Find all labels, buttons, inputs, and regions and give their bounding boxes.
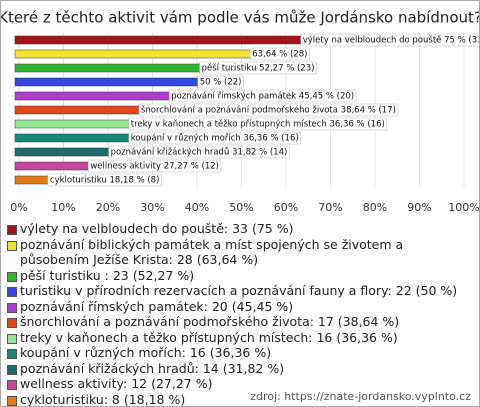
bar-label-box xyxy=(128,131,301,145)
bar-label-group: treky v kaňonech a těžko přístupných mís… xyxy=(128,117,388,131)
bar-label: 50 % (22) xyxy=(200,78,242,88)
chart-title: Které z těchto aktivit vám podle vás můž… xyxy=(1,9,479,27)
bar-label-group: pěší turistiku 52,27 % (23) xyxy=(199,61,317,75)
legend-item: poznávání křižáckých hradů: 14 (31,82 %) xyxy=(7,361,473,377)
x-tick-label: 30% xyxy=(140,201,164,214)
legend-item: wellness aktivity: 12 (27,27 %) xyxy=(7,376,473,392)
legend-label: šnorchlování a poznávání podmořského živ… xyxy=(20,314,400,329)
x-tick-label: 0% xyxy=(10,201,27,214)
bar-label-box xyxy=(300,33,479,47)
bar-label-box xyxy=(197,75,244,89)
legend-label: koupání v různých mořích: 16 (36,36 %) xyxy=(20,345,272,360)
legend-item: koupání v různých mořích: 16 (36,36 %) xyxy=(7,345,473,361)
legend-label: treky v kaňonech a těžko přístupných mís… xyxy=(20,329,398,345)
legend-label: wellness aktivity: 12 (27,27 %) xyxy=(20,376,213,391)
legend-label: poznávání křižáckých hradů: 14 (31,82 %) xyxy=(20,360,285,376)
legend-item: pěší turistiku : 23 (52,27 %) xyxy=(7,268,473,284)
legend-item: turistiku v přírodních rezervacích a poz… xyxy=(7,283,473,299)
bar-label-box xyxy=(108,145,290,159)
bar-label-group: šnorchlování a poznávání podmořského živ… xyxy=(138,103,399,117)
legend-label: výlety na velbloudech do pouště: 33 (75 … xyxy=(20,221,294,236)
legend-swatch xyxy=(7,395,17,406)
bar-label: pěší turistiku 52,27 % (23) xyxy=(202,63,315,74)
bar-label-group: poznávání římských památek 45,45 % (20) xyxy=(169,89,357,103)
legend-label: turistiku v přírodních rezervacích a poz… xyxy=(20,283,458,298)
bar-label-group: poznávání křižáckých hradů 31,82 % (14) xyxy=(108,145,290,159)
legend-item: treky v kaňonech a těžko přístupných mís… xyxy=(7,330,473,346)
legend-item: poznávání biblických památek a míst spoj… xyxy=(7,237,473,268)
bar-label-box xyxy=(128,117,388,131)
legend-label: pěší turistiku : 23 (52,27 %) xyxy=(20,267,195,283)
legend-swatch xyxy=(7,225,17,235)
legend-swatch xyxy=(7,364,17,375)
x-tick-label: 10% xyxy=(51,201,75,214)
legend-item: cykloturistiku: 8 (18,18 %) xyxy=(7,391,473,407)
bar-label: poznávání římských památek 45,45 % (20) xyxy=(171,92,354,102)
chart: Které z těchto aktivit vám podle vás můž… xyxy=(1,9,479,214)
x-tick-label: 20% xyxy=(96,201,120,214)
bar-label-box xyxy=(138,103,399,117)
bar-label: poznávání křižáckých hradů 31,82 % (14) xyxy=(111,147,288,158)
bar-label: výlety na velbloudech do pouště 75 % (33… xyxy=(303,35,479,46)
legend-swatch xyxy=(7,240,17,251)
source: zdroj: https://znate-jordansko.vyplnto.c… xyxy=(250,390,471,403)
bar-label-group: 63,64 % (28) xyxy=(249,47,310,61)
bar-label-group: koupání v různých mořích 36,36 % (16) xyxy=(128,131,301,145)
legend-item: poznávání římských památek: 20 (45,45 %) xyxy=(7,299,473,315)
legend-item: šnorchlování a poznávání podmořského živ… xyxy=(7,314,473,330)
legend-swatch xyxy=(7,380,17,390)
bar-label-box xyxy=(47,173,162,187)
legend-swatch xyxy=(7,287,17,297)
x-tick-label: 70% xyxy=(318,201,342,214)
x-tick-label: 80% xyxy=(363,201,387,214)
bar-label: wellness aktivity 27,27 % (12) xyxy=(90,162,219,172)
bar-label-box xyxy=(199,61,317,75)
legend-label: cykloturistiku: 8 (18,18 %) xyxy=(20,391,186,407)
bar-label-group: cykloturistiku 18,18 % (8) xyxy=(47,173,162,187)
legend-label: poznávání biblických památek a míst spoj… xyxy=(20,236,404,268)
legend-swatch xyxy=(7,302,17,313)
bar-label: 63,64 % (28) xyxy=(252,50,307,60)
x-tick-label: 50% xyxy=(229,201,253,214)
bar-label-group: výlety na velbloudech do pouště 75 % (33… xyxy=(300,33,479,47)
legend-label: poznávání římských památek: 20 (45,45 %) xyxy=(20,298,294,314)
legend-swatch xyxy=(7,271,17,282)
bar-label-group: wellness aktivity 27,27 % (12) xyxy=(88,159,222,173)
bar-label-box xyxy=(169,89,357,103)
bar-label: koupání v různých mořích 36,36 % (16) xyxy=(131,133,299,144)
bar-label: treky v kaňonech a těžko přístupných mís… xyxy=(131,119,385,130)
bar-label-box xyxy=(249,47,310,61)
legend-swatch xyxy=(7,333,17,344)
bar-label: cykloturistiku 18,18 % (8) xyxy=(50,176,160,186)
bar-label: šnorchlování a poznávání podmořského živ… xyxy=(141,105,396,116)
legend-swatch xyxy=(7,318,17,328)
x-tick-label: 60% xyxy=(274,201,298,214)
bar-label-box xyxy=(88,159,222,173)
x-tick-label: 100% xyxy=(448,201,479,214)
bar-label-group: 50 % (22) xyxy=(197,75,244,89)
x-tick-label: 40% xyxy=(185,201,209,214)
x-tick-label: 90% xyxy=(407,201,431,214)
legend-swatch xyxy=(7,349,17,359)
legend: výlety na velbloudech do pouště: 33 (75 … xyxy=(7,221,473,407)
legend-item: výlety na velbloudech do pouště: 33 (75 … xyxy=(7,221,473,237)
